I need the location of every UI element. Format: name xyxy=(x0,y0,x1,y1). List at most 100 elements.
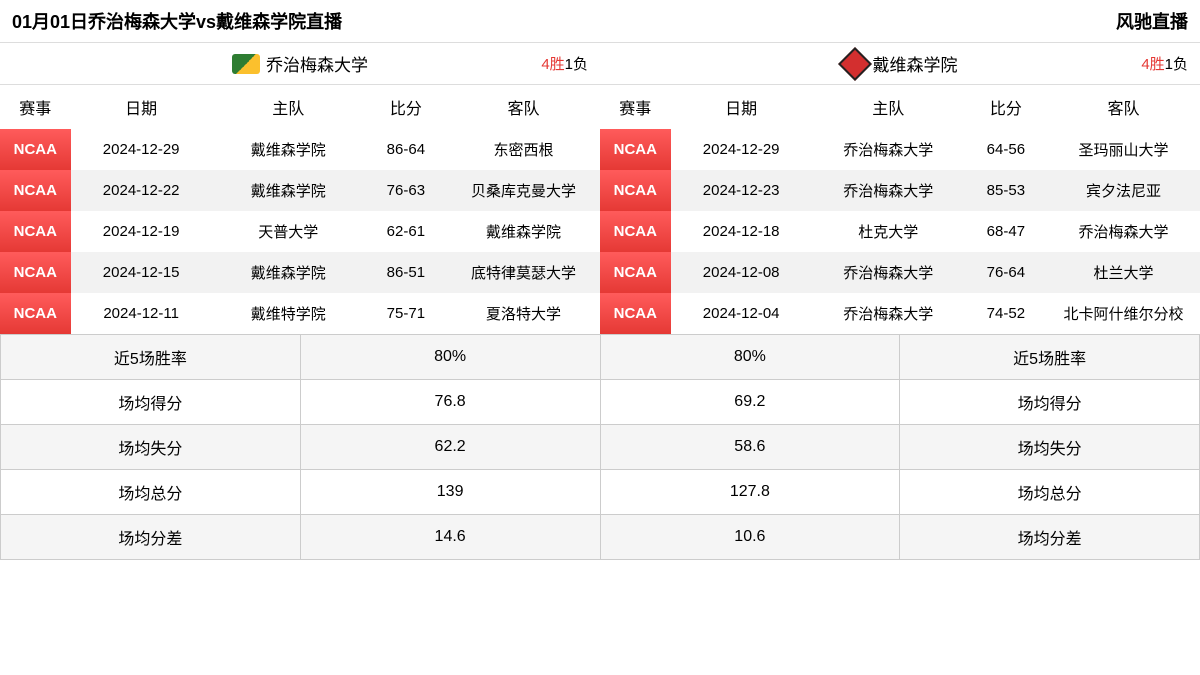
game-date: 2024-12-15 xyxy=(71,252,212,293)
right-team-record: 4胜1负 xyxy=(1141,53,1188,74)
right-games-table: 赛事 日期 主队 比分 客队 NCAA 2024-12-29 乔治梅森大学 64… xyxy=(600,85,1200,334)
comp-badge: NCAA xyxy=(600,129,671,170)
stat-row-diff: 场均分差 14.6 10.6 场均分差 xyxy=(1,515,1200,560)
stat-row-winrate: 近5场胜率 80% 80% 近5场胜率 xyxy=(1,335,1200,380)
page-title: 01月01日乔治梅森大学vs戴维森学院直播 xyxy=(12,8,342,34)
stat-label-right: 场均失分 xyxy=(900,425,1200,470)
game-home: 戴维森学院 xyxy=(212,252,365,293)
game-score: 86-64 xyxy=(365,129,447,170)
stat-row-ppg: 场均得分 76.8 69.2 场均得分 xyxy=(1,380,1200,425)
game-away: 乔治梅森大学 xyxy=(1047,211,1200,252)
stat-row-papg: 场均失分 62.2 58.6 场均失分 xyxy=(1,425,1200,470)
left-team-name: 乔治梅森大学 xyxy=(266,51,368,76)
left-team-header: 乔治梅森大学 4胜1负 xyxy=(0,43,600,85)
table-row: NCAA 2024-12-19 天普大学 62-61 戴维森学院 xyxy=(0,211,600,252)
game-home: 杜克大学 xyxy=(812,211,965,252)
stat-right-ppg: 69.2 xyxy=(600,380,900,425)
table-row: NCAA 2024-12-04 乔治梅森大学 74-52 北卡阿什维尔分校 xyxy=(600,293,1200,334)
col-date: 日期 xyxy=(671,85,812,129)
game-away: 戴维森学院 xyxy=(447,211,600,252)
game-home: 天普大学 xyxy=(212,211,365,252)
stat-label-left: 场均分差 xyxy=(1,515,301,560)
game-date: 2024-12-29 xyxy=(71,129,212,170)
comp-badge: NCAA xyxy=(0,129,71,170)
left-team-logo-icon xyxy=(232,54,260,74)
game-score: 76-63 xyxy=(365,170,447,211)
col-away: 客队 xyxy=(1047,85,1200,129)
left-team-section: 乔治梅森大学 4胜1负 赛事 日期 主队 比分 客队 NCAA 2024-12-… xyxy=(0,43,600,334)
right-team-section: 戴维森学院 4胜1负 赛事 日期 主队 比分 客队 NCAA 2024-12-2… xyxy=(600,43,1200,334)
right-team-name-wrap: 戴维森学院 xyxy=(843,51,958,76)
game-away: 圣玛丽山大学 xyxy=(1047,129,1200,170)
col-date: 日期 xyxy=(71,85,212,129)
game-date: 2024-12-04 xyxy=(671,293,812,334)
game-away: 杜兰大学 xyxy=(1047,252,1200,293)
stat-left-papg: 62.2 xyxy=(300,425,600,470)
game-away: 底特律莫瑟大学 xyxy=(447,252,600,293)
left-team-record: 4胜1负 xyxy=(541,53,588,74)
col-score: 比分 xyxy=(365,85,447,129)
right-losses: 1负 xyxy=(1165,56,1188,73)
col-score: 比分 xyxy=(965,85,1047,129)
stat-label-right: 场均分差 xyxy=(900,515,1200,560)
game-date: 2024-12-29 xyxy=(671,129,812,170)
right-wins: 4胜 xyxy=(1141,56,1164,73)
stat-left-total: 139 xyxy=(300,470,600,515)
stat-label-left: 近5场胜率 xyxy=(1,335,301,380)
game-score: 75-71 xyxy=(365,293,447,334)
main-content: 乔治梅森大学 4胜1负 赛事 日期 主队 比分 客队 NCAA 2024-12-… xyxy=(0,43,1200,334)
game-score: 76-64 xyxy=(965,252,1047,293)
game-away: 东密西根 xyxy=(447,129,600,170)
game-score: 62-61 xyxy=(365,211,447,252)
stat-label-right: 场均得分 xyxy=(900,380,1200,425)
stat-left-winrate: 80% xyxy=(300,335,600,380)
right-team-name: 戴维森学院 xyxy=(873,51,958,76)
stat-right-diff: 10.6 xyxy=(600,515,900,560)
right-team-header: 戴维森学院 4胜1负 xyxy=(600,43,1200,85)
game-score: 64-56 xyxy=(965,129,1047,170)
game-date: 2024-12-11 xyxy=(71,293,212,334)
col-comp: 赛事 xyxy=(0,85,71,129)
stat-label-right: 近5场胜率 xyxy=(900,335,1200,380)
stat-label-left: 场均总分 xyxy=(1,470,301,515)
left-wins: 4胜 xyxy=(541,56,564,73)
col-away: 客队 xyxy=(447,85,600,129)
col-comp: 赛事 xyxy=(600,85,671,129)
stats-table: 近5场胜率 80% 80% 近5场胜率 场均得分 76.8 69.2 场均得分 … xyxy=(0,334,1200,560)
game-away: 北卡阿什维尔分校 xyxy=(1047,293,1200,334)
stat-label-left: 场均得分 xyxy=(1,380,301,425)
left-games-table: 赛事 日期 主队 比分 客队 NCAA 2024-12-29 戴维森学院 86-… xyxy=(0,85,600,334)
game-away: 贝桑库克曼大学 xyxy=(447,170,600,211)
stat-left-ppg: 76.8 xyxy=(300,380,600,425)
comp-badge: NCAA xyxy=(0,293,71,334)
left-losses: 1负 xyxy=(565,56,588,73)
stat-left-diff: 14.6 xyxy=(300,515,600,560)
table-header-row: 赛事 日期 主队 比分 客队 xyxy=(600,85,1200,129)
game-home: 乔治梅森大学 xyxy=(812,129,965,170)
stat-right-papg: 58.6 xyxy=(600,425,900,470)
comp-badge: NCAA xyxy=(0,170,71,211)
game-score: 74-52 xyxy=(965,293,1047,334)
left-team-name-wrap: 乔治梅森大学 xyxy=(232,51,368,76)
table-row: NCAA 2024-12-15 戴维森学院 86-51 底特律莫瑟大学 xyxy=(0,252,600,293)
comp-badge: NCAA xyxy=(600,293,671,334)
brand-name: 风驰直播 xyxy=(1116,8,1188,34)
stat-label-left: 场均失分 xyxy=(1,425,301,470)
game-date: 2024-12-19 xyxy=(71,211,212,252)
game-home: 戴维特学院 xyxy=(212,293,365,334)
game-score: 68-47 xyxy=(965,211,1047,252)
game-date: 2024-12-08 xyxy=(671,252,812,293)
game-home: 乔治梅森大学 xyxy=(812,293,965,334)
table-row: NCAA 2024-12-23 乔治梅森大学 85-53 宾夕法尼亚 xyxy=(600,170,1200,211)
col-home: 主队 xyxy=(212,85,365,129)
comp-badge: NCAA xyxy=(600,170,671,211)
stat-right-total: 127.8 xyxy=(600,470,900,515)
game-score: 86-51 xyxy=(365,252,447,293)
table-row: NCAA 2024-12-11 戴维特学院 75-71 夏洛特大学 xyxy=(0,293,600,334)
game-home: 乔治梅森大学 xyxy=(812,170,965,211)
game-score: 85-53 xyxy=(965,170,1047,211)
game-away: 夏洛特大学 xyxy=(447,293,600,334)
page-header: 01月01日乔治梅森大学vs戴维森学院直播 风驰直播 xyxy=(0,0,1200,43)
game-date: 2024-12-18 xyxy=(671,211,812,252)
game-home: 乔治梅森大学 xyxy=(812,252,965,293)
